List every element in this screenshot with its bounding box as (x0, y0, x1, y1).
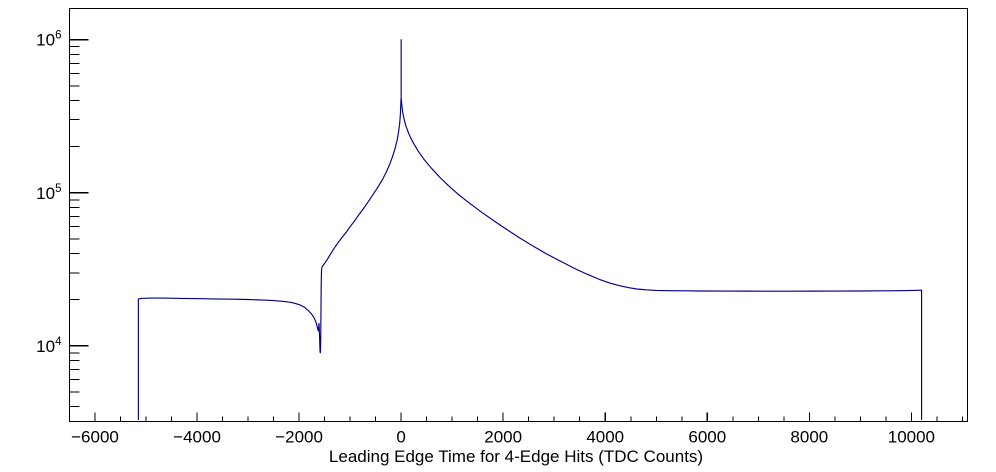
x-tick-label: −4000 (173, 428, 221, 447)
x-axis-title: Leading Edge Time for 4-Edge Hits (TDC C… (329, 447, 703, 466)
y-axis-ticks (69, 39, 89, 408)
x-tick-label: 6000 (688, 428, 726, 447)
y-tick-exponent: 5 (55, 183, 61, 195)
frame-border (68, 7, 969, 423)
x-axis-tick-labels: −6000 −4000 −2000 0 2000 4000 6000 8000 10000 (71, 428, 935, 447)
x-axis-ticks (94, 412, 963, 422)
data-series-group (137, 39, 923, 421)
x-tick-label: 0 (396, 428, 405, 447)
y-tick-exponent: 4 (55, 336, 62, 348)
x-tick-label: −2000 (275, 428, 323, 447)
x-tick-label: 4000 (586, 428, 624, 447)
y-tick-exponent: 6 (55, 30, 61, 42)
x-tick-label: −6000 (71, 428, 119, 447)
x-tick-label: 2000 (484, 428, 522, 447)
x-tick-label: 10000 (888, 428, 935, 447)
axis-frame (68, 7, 969, 423)
data-curve-leading-edge-time (137, 39, 923, 421)
x-tick-label: 8000 (790, 428, 828, 447)
